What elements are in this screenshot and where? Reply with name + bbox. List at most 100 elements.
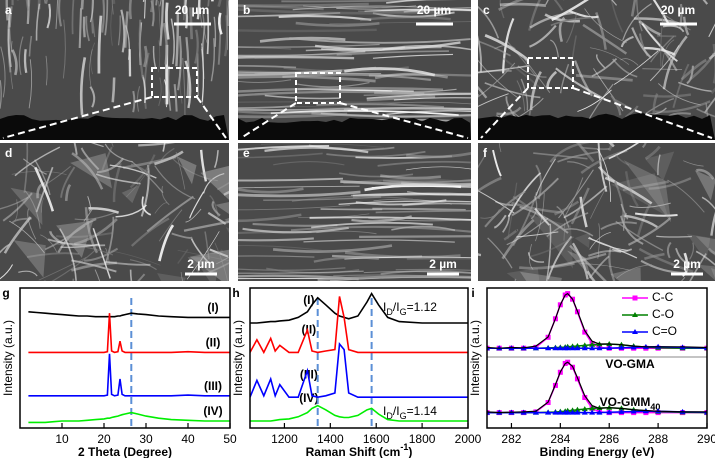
x-tick-label: 290 [697,432,715,446]
texture-stroke [23,143,29,193]
legend-label: C-O [652,307,674,321]
fit-line [487,410,707,414]
texture-stroke [8,6,13,53]
texture-stroke [34,166,55,212]
texture-stroke [177,249,189,265]
series-label: (II) [302,323,317,337]
texture-stroke [91,16,96,38]
texture-stroke [80,0,84,10]
texture-stroke [534,207,551,226]
texture-stroke [478,5,500,39]
texture-stroke [641,143,647,149]
panel-letter: h [232,286,239,300]
texture-sheet [506,268,540,281]
texture-stroke [610,0,624,33]
fit-marker [581,406,588,412]
texture-stroke [576,143,595,163]
texture-stroke [363,92,471,96]
texture-sheet [645,151,675,181]
texture-stroke [95,173,141,185]
texture-stroke [391,225,456,231]
texture-stroke [162,143,166,152]
texture-stroke [270,109,459,116]
substrate [238,117,471,140]
texture-stroke [358,10,424,13]
texture-stroke [478,35,483,73]
texture-stroke [97,15,103,74]
panel-letter: b [243,3,250,17]
x-axis-title-part: Binding Energy (eV) [540,445,655,458]
texture-stroke [206,8,210,55]
texture-stroke [478,176,502,193]
texture-stroke [264,146,369,154]
texture-stroke [558,16,566,43]
texture-stroke [260,143,385,148]
x-axis-title-part: -1 [400,442,408,452]
texture-stroke [612,58,638,78]
texture-stroke [615,154,630,166]
texture-stroke [238,101,400,103]
texture-stroke [622,180,669,192]
texture-stroke [496,106,522,116]
texture-stroke [122,155,177,169]
texture-stroke [264,94,341,100]
sem-image [0,0,229,140]
texture-stroke [238,112,348,119]
texture-stroke [662,35,688,90]
texture-stroke [278,15,372,21]
texture-stroke [336,7,471,10]
texture-stroke [584,8,627,44]
texture-stroke [478,59,519,99]
texture-stroke [554,200,580,216]
texture-stroke [297,81,370,88]
texture-stroke [521,55,551,93]
texture-stroke [238,2,369,7]
fit-marker [596,409,603,415]
plot-frame [19,287,231,429]
y-axis-title: Intensity (a.u.) [1,320,15,396]
texture-stroke [104,216,115,264]
texture-stroke [11,49,18,76]
zoom-line [572,87,713,139]
texture-stroke [564,228,594,237]
texture-stroke [162,22,168,65]
texture-stroke [136,86,141,112]
texture-stroke [154,202,168,214]
texture-stroke [14,146,61,177]
texture-stroke [303,5,417,9]
texture-stroke [5,0,9,21]
texture-stroke [374,72,448,80]
texture-stroke [94,269,101,281]
texture-stroke [105,260,151,266]
x-axis-title: Raman Shift (cm-1) [306,442,413,458]
texture-stroke [62,19,66,79]
texture-sheet [697,264,715,281]
x-tick-label: 1200 [271,432,298,446]
texture-stroke [689,50,715,81]
texture-stroke [303,239,455,243]
texture-stroke [60,243,100,249]
texture-stroke [550,252,607,268]
texture-stroke [506,40,538,79]
texture-stroke [644,252,665,261]
texture-stroke [207,262,229,274]
texture-stroke [158,224,175,262]
texture-stroke [167,65,172,111]
texture-stroke [478,40,511,57]
annotation-part: =1.12 [407,300,438,314]
texture-stroke [210,38,216,82]
texture-stroke [630,0,637,17]
sem-image [0,143,229,281]
series-label: (IV) [299,391,318,405]
texture-stroke [185,37,190,97]
texture-stroke [478,93,509,107]
texture-stroke [129,269,133,281]
texture-stroke [380,174,442,180]
texture-stroke [657,154,661,176]
texture-stroke [214,242,229,281]
texture-stroke [38,256,87,281]
texture-stroke [516,80,526,112]
fit-marker [589,341,596,347]
texture-stroke [238,107,350,112]
texture-stroke [624,171,639,207]
